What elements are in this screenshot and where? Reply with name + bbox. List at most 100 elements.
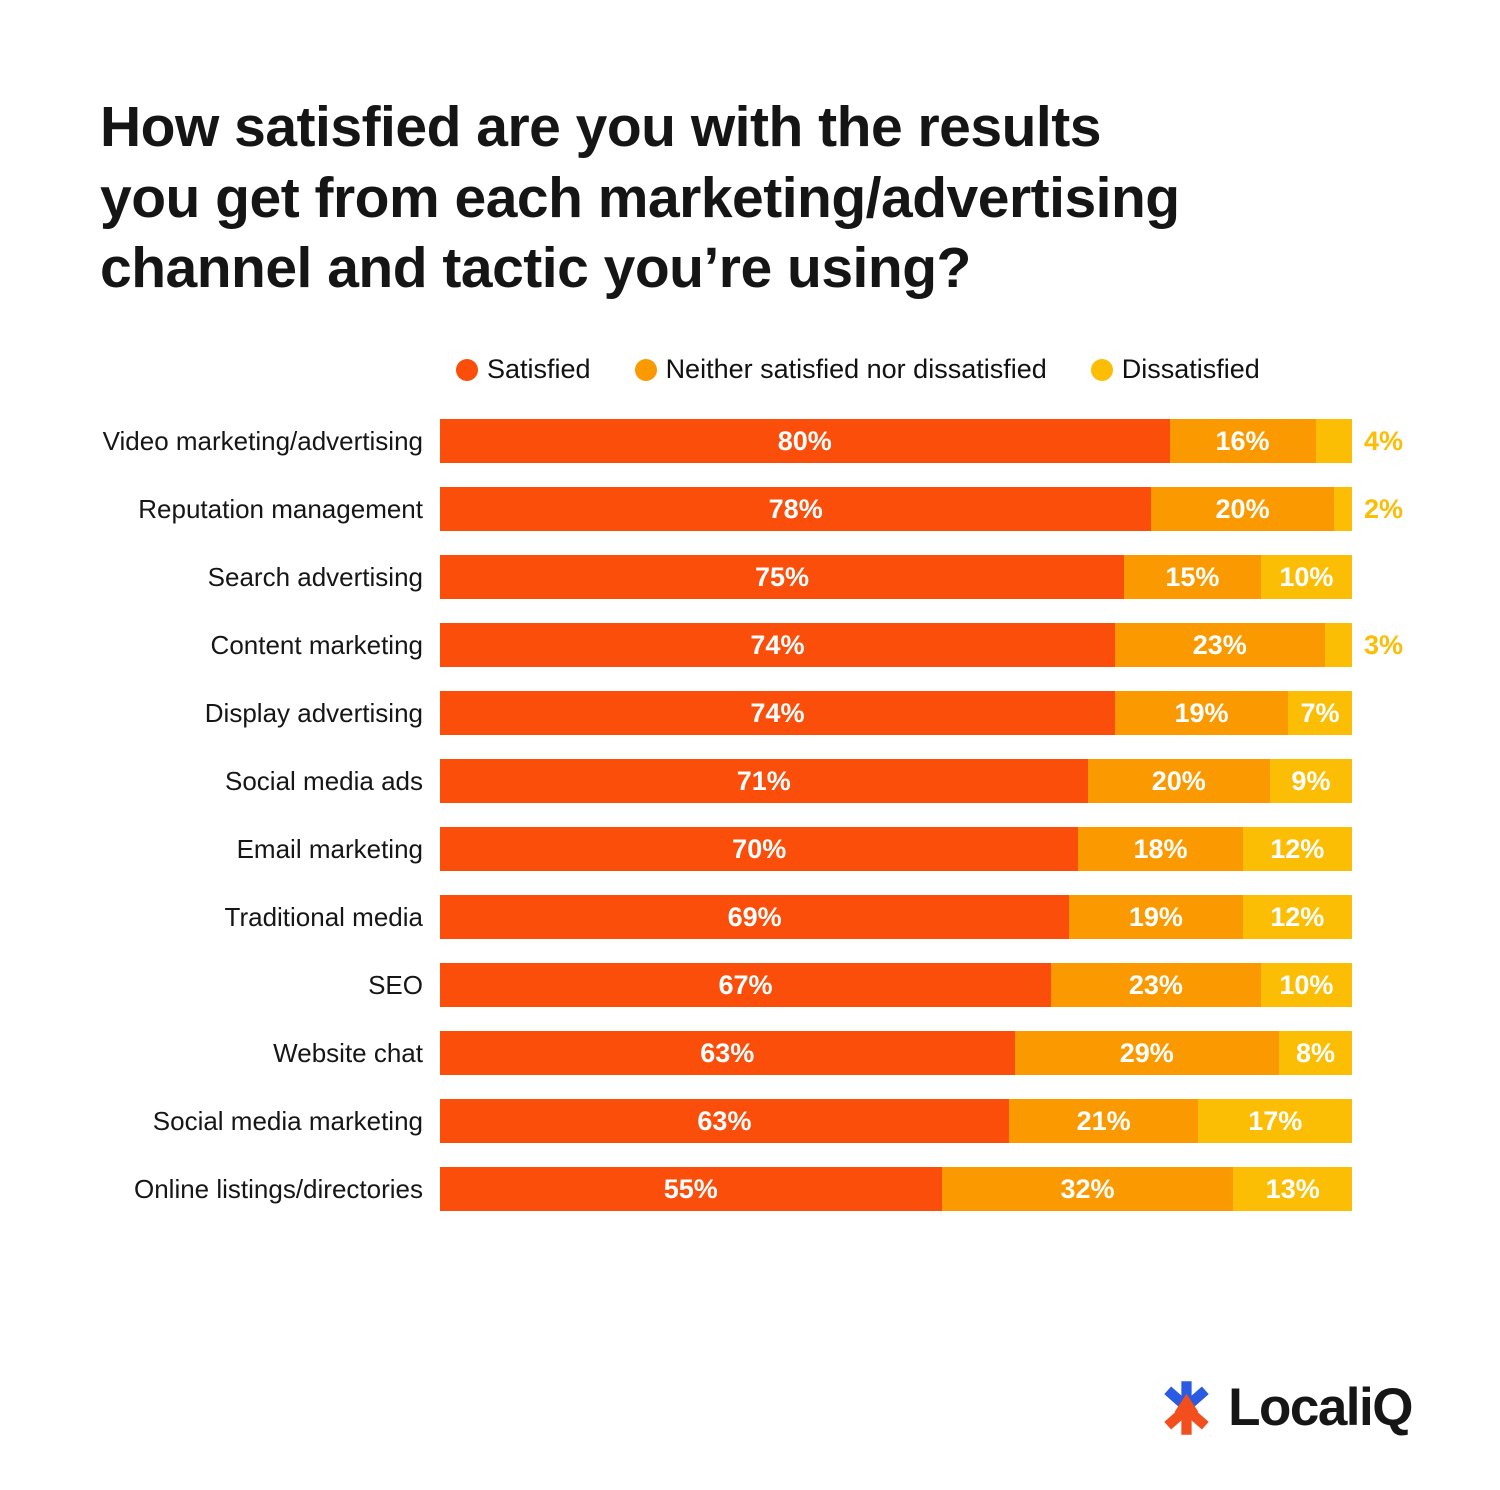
chart-row: Content marketing 74% 23% 3% bbox=[66, 623, 1500, 668]
row-label: Traditional media bbox=[224, 901, 423, 932]
bar-track: 74% 23% bbox=[440, 623, 1352, 668]
bar-value-label: 18% bbox=[1133, 833, 1188, 864]
bar-segment-satisfied: 69% bbox=[440, 895, 1070, 940]
bar-segment-dissatisfied bbox=[1315, 419, 1352, 464]
bar-value-label: 10% bbox=[1279, 969, 1334, 1000]
bar-value-label: 12% bbox=[1270, 901, 1325, 932]
bar-segment-neither: 29% bbox=[1014, 1031, 1280, 1076]
bar-segment-neither: 19% bbox=[1069, 895, 1243, 940]
bar-value-label-outside: 4% bbox=[1364, 425, 1404, 456]
bar-track: 80% 16% bbox=[440, 419, 1352, 464]
legend-dot-dissatisfied bbox=[1090, 358, 1113, 381]
bar-segment-dissatisfied: 10% bbox=[1260, 555, 1352, 600]
bar-value-label: 63% bbox=[697, 1105, 752, 1136]
row-label: Email marketing bbox=[236, 833, 423, 864]
bar-value-label: 15% bbox=[1165, 561, 1220, 592]
legend-label-satisfied: Satisfied bbox=[487, 354, 591, 385]
legend-dot-neither bbox=[634, 358, 657, 381]
chart-row: Website chat 63% 29% 8% bbox=[66, 1031, 1500, 1076]
bar-track: 67% 23% 10% bbox=[440, 963, 1352, 1008]
page-title-line-1: How satisfied are you with the results bbox=[100, 95, 1101, 159]
bar-segment-dissatisfied bbox=[1324, 623, 1352, 668]
bar-segment-dissatisfied bbox=[1333, 487, 1352, 532]
bar-value-label: 32% bbox=[1060, 1173, 1115, 1204]
brand-logo: LocaliQ bbox=[1158, 1377, 1413, 1438]
bar-segment-dissatisfied: 13% bbox=[1233, 1167, 1352, 1212]
bar-segment-satisfied: 74% bbox=[440, 623, 1115, 668]
row-label: Social media ads bbox=[225, 765, 423, 796]
row-label: Display advertising bbox=[204, 697, 423, 728]
bar-value-label: 75% bbox=[754, 561, 810, 592]
bar-segment-dissatisfied: 7% bbox=[1288, 691, 1352, 736]
bar-track: 71% 20% 9% bbox=[440, 759, 1352, 804]
bar-segment-satisfied: 74% bbox=[440, 691, 1115, 736]
chart-row: Online listings/directories 55% 32% 13% bbox=[66, 1167, 1500, 1212]
legend-label-neither: Neither satisfied nor dissatisfied bbox=[665, 354, 1047, 385]
page-title-line-2: you get from each marketing/advertising bbox=[100, 165, 1180, 230]
row-label: Content marketing bbox=[210, 629, 423, 660]
bar-segment-neither: 32% bbox=[941, 1167, 1234, 1212]
bar-value-label: 16% bbox=[1215, 425, 1270, 456]
bar-value-label: 20% bbox=[1151, 765, 1206, 796]
bar-segment-neither: 20% bbox=[1151, 487, 1334, 532]
bar-value-label: 20% bbox=[1215, 493, 1270, 524]
bar-track: 63% 21% 17% bbox=[440, 1099, 1352, 1144]
chart-row: Video marketing/advertising 80% 16% 4% bbox=[66, 419, 1500, 464]
asterisk-icon bbox=[1164, 1380, 1209, 1435]
chart-row: SEO 67% 23% 10% bbox=[66, 963, 1500, 1008]
bar-track: 55% 32% 13% bbox=[440, 1167, 1352, 1212]
stacked-bar-chart: Video marketing/advertising 80% 16% 4% Reput… bbox=[66, 419, 1500, 1212]
bar-value-label: 55% bbox=[663, 1173, 718, 1204]
row-label: Website chat bbox=[273, 1037, 423, 1068]
bar-value-label: 13% bbox=[1265, 1173, 1320, 1204]
chart-row: Traditional media 69% 19% 12% bbox=[66, 895, 1500, 940]
bar-value-label: 71% bbox=[736, 765, 791, 796]
bar-value-label: 23% bbox=[1192, 629, 1247, 660]
bar-segment-satisfied: 80% bbox=[440, 419, 1170, 464]
bar-value-label: 8% bbox=[1295, 1037, 1335, 1068]
bar-segment-satisfied: 75% bbox=[440, 555, 1124, 600]
legend-item-neither: Neither satisfied nor dissatisfied bbox=[634, 354, 1047, 385]
bar-segment-satisfied: 70% bbox=[440, 827, 1079, 872]
row-label: Social media marketing bbox=[152, 1105, 423, 1136]
legend-dot-satisfied bbox=[456, 358, 478, 381]
bar-segment-neither: 23% bbox=[1114, 623, 1325, 668]
bar-value-label: 63% bbox=[700, 1037, 755, 1068]
bar-segment-dissatisfied: 12% bbox=[1242, 827, 1352, 872]
bar-value-label: 29% bbox=[1119, 1037, 1174, 1068]
row-label: Online listings/directories bbox=[133, 1173, 423, 1204]
bar-track: 78% 20% bbox=[440, 487, 1352, 532]
bar-segment-satisfied: 71% bbox=[440, 759, 1088, 804]
row-label: Reputation management bbox=[138, 493, 423, 524]
bar-segment-satisfied: 67% bbox=[440, 963, 1052, 1008]
bar-value-label: 9% bbox=[1291, 765, 1331, 796]
bar-track: 69% 19% 12% bbox=[440, 895, 1352, 940]
chart-row: Reputation management 78% 20% 2% bbox=[66, 487, 1500, 532]
bar-segment-satisfied: 55% bbox=[440, 1167, 942, 1212]
brand-name: LocaliQ bbox=[1228, 1378, 1413, 1437]
bar-segment-dissatisfied: 12% bbox=[1242, 895, 1352, 940]
bar-track: 63% 29% 8% bbox=[440, 1031, 1352, 1076]
row-label: Video marketing/advertising bbox=[102, 425, 423, 456]
legend-item-satisfied: Satisfied bbox=[456, 354, 591, 385]
chart-row: Display advertising 74% 19% 7% bbox=[66, 691, 1500, 736]
page-title-line-3: channel and tactic you’re using? bbox=[100, 236, 971, 301]
bar-segment-dissatisfied: 10% bbox=[1260, 963, 1352, 1008]
bar-segment-dissatisfied: 8% bbox=[1279, 1031, 1352, 1076]
row-label: Search advertising bbox=[207, 561, 423, 592]
bar-segment-neither: 19% bbox=[1114, 691, 1289, 736]
legend: Satisfied Neither satisfied nor dissatisf… bbox=[456, 354, 1500, 385]
bar-segment-neither: 20% bbox=[1087, 759, 1270, 804]
bar-value-label: 17% bbox=[1248, 1105, 1303, 1136]
bar-track: 74% 19% 7% bbox=[440, 691, 1352, 736]
bar-segment-neither: 16% bbox=[1169, 419, 1316, 464]
bar-segment-neither: 15% bbox=[1124, 555, 1261, 600]
bar-value-label: 23% bbox=[1128, 969, 1183, 1000]
bar-value-label: 74% bbox=[750, 697, 805, 728]
bar-value-label: 70% bbox=[732, 833, 787, 864]
bar-value-label: 7% bbox=[1300, 697, 1340, 728]
legend-item-dissatisfied: Dissatisfied bbox=[1090, 354, 1260, 385]
row-label: SEO bbox=[368, 969, 423, 1000]
chart-row: Search advertising 75% 15% 10% bbox=[66, 555, 1500, 600]
bar-segment-dissatisfied: 17% bbox=[1198, 1099, 1352, 1144]
